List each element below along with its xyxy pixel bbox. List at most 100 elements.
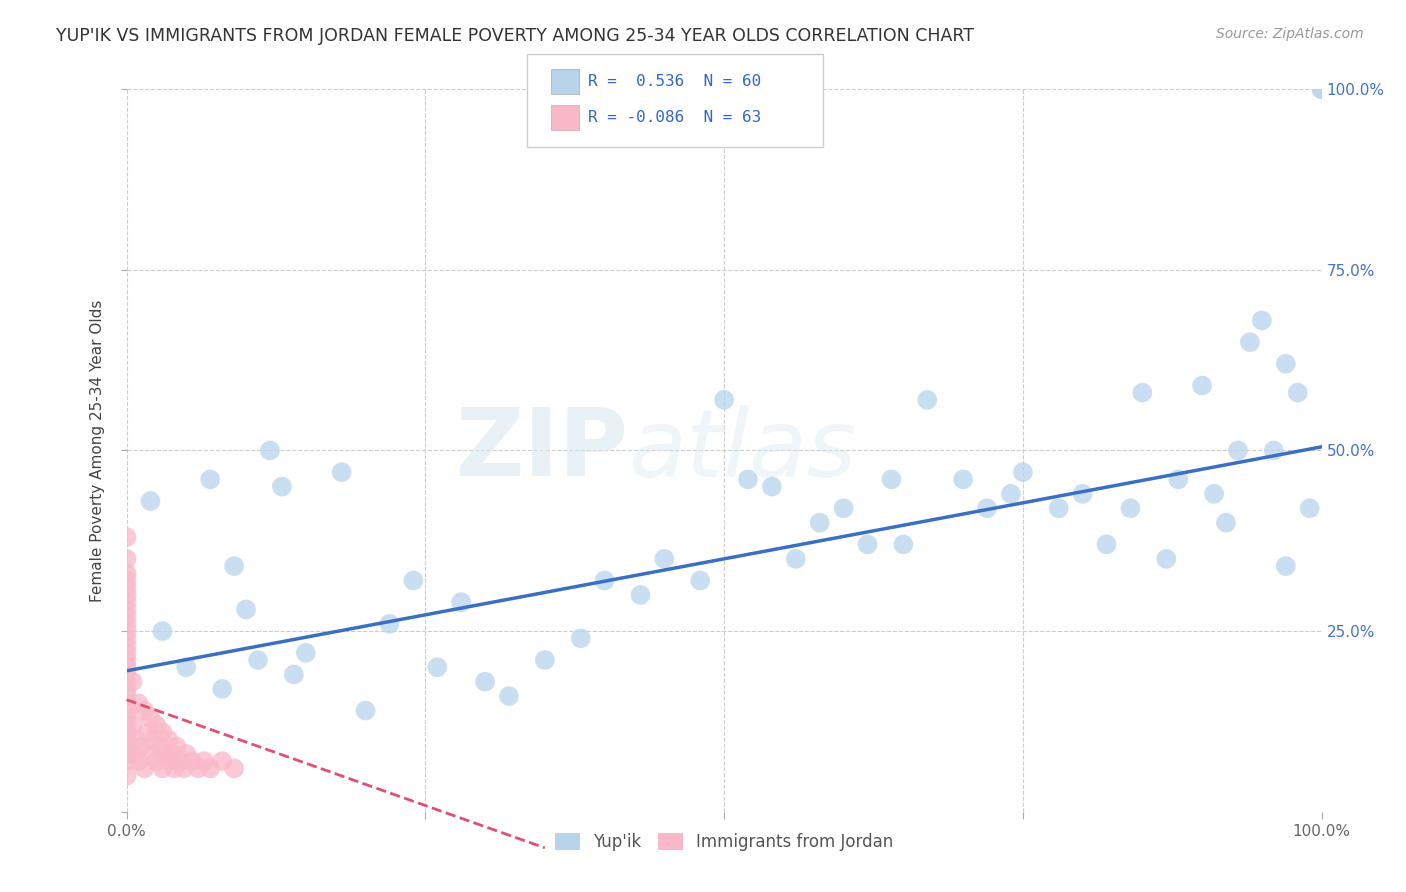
- Point: [121, 747, 143, 761]
- Point: [115, 581, 138, 595]
- Point: [294, 646, 316, 660]
- Text: R =  0.536  N = 60: R = 0.536 N = 60: [588, 74, 761, 88]
- Point: [115, 725, 138, 739]
- Point: [1202, 487, 1225, 501]
- Point: [115, 653, 138, 667]
- Point: [163, 761, 186, 775]
- Point: [200, 472, 222, 486]
- Point: [115, 754, 138, 768]
- Y-axis label: Female Poverty Among 25-34 Year Olds: Female Poverty Among 25-34 Year Olds: [90, 300, 105, 601]
- Point: [1263, 443, 1285, 458]
- Text: Source: ZipAtlas.com: Source: ZipAtlas.com: [1216, 27, 1364, 41]
- Point: [139, 747, 162, 761]
- Point: [652, 551, 675, 566]
- Point: [689, 574, 711, 588]
- Point: [569, 632, 592, 646]
- Point: [1154, 551, 1177, 566]
- Point: [181, 754, 204, 768]
- Point: [115, 681, 138, 696]
- Point: [976, 501, 998, 516]
- Point: [115, 660, 138, 674]
- Point: [139, 494, 162, 508]
- Point: [270, 480, 294, 494]
- Point: [952, 472, 974, 486]
- Point: [474, 674, 496, 689]
- Point: [283, 667, 305, 681]
- Point: [378, 616, 401, 631]
- Point: [1167, 472, 1189, 486]
- Point: [593, 574, 616, 588]
- Point: [139, 711, 162, 725]
- Point: [1250, 313, 1272, 327]
- Point: [115, 739, 138, 754]
- Point: [115, 747, 138, 761]
- Point: [115, 530, 138, 544]
- Point: [1310, 82, 1333, 96]
- Point: [880, 472, 903, 486]
- Point: [891, 537, 914, 551]
- Point: [1047, 501, 1070, 516]
- Point: [145, 754, 167, 768]
- Point: [127, 754, 149, 768]
- Point: [150, 624, 174, 639]
- Point: [115, 602, 138, 616]
- Point: [134, 761, 156, 775]
- Point: [115, 711, 138, 725]
- Point: [1274, 357, 1296, 371]
- Text: ZIP: ZIP: [456, 404, 628, 497]
- Point: [259, 443, 281, 458]
- Point: [115, 566, 138, 581]
- Point: [785, 551, 807, 566]
- Point: [115, 632, 138, 646]
- Point: [1286, 385, 1309, 400]
- Point: [193, 754, 215, 768]
- Point: [115, 674, 138, 689]
- Point: [1119, 501, 1142, 516]
- Point: [115, 609, 138, 624]
- Point: [1191, 378, 1213, 392]
- Point: [174, 747, 197, 761]
- Point: [115, 718, 138, 732]
- Point: [211, 754, 233, 768]
- Point: [235, 602, 257, 616]
- Text: YUP'IK VS IMMIGRANTS FROM JORDAN FEMALE POVERTY AMONG 25-34 YEAR OLDS CORRELATIO: YUP'IK VS IMMIGRANTS FROM JORDAN FEMALE …: [56, 27, 974, 45]
- Point: [354, 704, 377, 718]
- Point: [115, 588, 138, 602]
- Point: [115, 689, 138, 703]
- Point: [761, 480, 783, 494]
- Point: [145, 718, 167, 732]
- Text: R = -0.086  N = 63: R = -0.086 N = 63: [588, 111, 761, 125]
- Point: [136, 725, 159, 739]
- Point: [628, 588, 651, 602]
- Text: atlas: atlas: [628, 405, 856, 496]
- Point: [450, 595, 472, 609]
- Point: [917, 392, 939, 407]
- Point: [115, 551, 138, 566]
- Point: [115, 769, 138, 783]
- Point: [1226, 443, 1249, 458]
- Point: [187, 761, 209, 775]
- Point: [115, 732, 138, 747]
- Point: [426, 660, 449, 674]
- Point: [1095, 537, 1118, 551]
- Point: [150, 725, 174, 739]
- Point: [115, 639, 138, 653]
- Point: [174, 660, 197, 674]
- Point: [1310, 82, 1333, 96]
- Point: [157, 754, 180, 768]
- Point: [808, 516, 831, 530]
- Point: [169, 754, 191, 768]
- Legend: Yup'ik, Immigrants from Jordan: Yup'ik, Immigrants from Jordan: [548, 826, 900, 857]
- Point: [160, 747, 183, 761]
- Point: [115, 667, 138, 681]
- Point: [166, 739, 188, 754]
- Point: [134, 704, 156, 718]
- Point: [115, 595, 138, 609]
- Point: [1274, 559, 1296, 574]
- Point: [1011, 465, 1033, 479]
- Point: [737, 472, 759, 486]
- Point: [533, 653, 555, 667]
- Point: [115, 574, 138, 588]
- Point: [222, 559, 246, 574]
- Point: [127, 696, 149, 710]
